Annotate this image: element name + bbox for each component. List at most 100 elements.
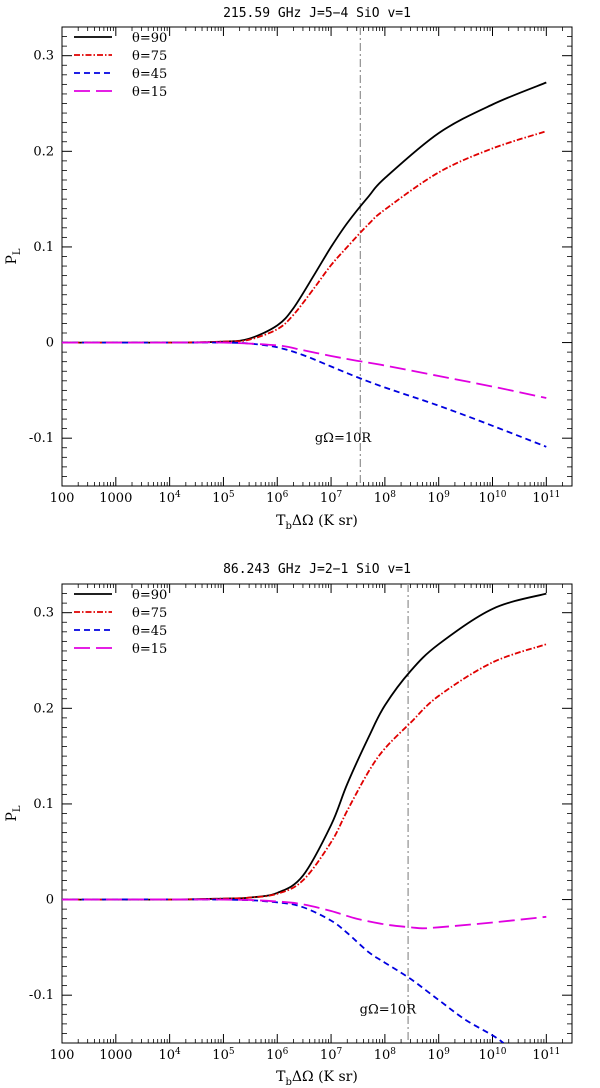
y-axis-label-main: P [4,812,20,821]
y-tick-label: 0.3 [33,49,54,64]
annotation-label: gΩ=10R [315,431,373,446]
y-tick-label: 0 [46,336,54,351]
legend-label: θ=15 [132,85,167,100]
y-axis-label: PL [4,805,23,821]
x-axis-label-rest: ΔΩ (K sr) [292,513,358,529]
x-tick-exponent: 10 [495,490,507,500]
x-tick-exponent: 7 [336,490,342,500]
x-tick-base: 10 [212,491,229,506]
x-tick-label: 1010 [479,490,507,506]
x-tick-base: 10 [266,491,283,506]
x-tick-exponent: 5 [229,1047,235,1057]
x-tick-base: 10 [374,1048,391,1063]
x-tick-exponent: 6 [283,490,289,500]
series-line-75 [62,643,547,901]
x-tick-exponent: 7 [336,1047,342,1057]
y-tick-label: 0.1 [33,797,54,812]
x-tick-label: 1011 [532,1047,560,1063]
x-tick-base: 100 [50,1048,75,1063]
y-axis-label-main: P [4,255,20,264]
x-tick-exponent: 11 [549,490,560,500]
x-tick-exponent: 8 [390,1047,396,1057]
y-tick-label: 0.2 [33,144,54,159]
x-axis-label-rest: ΔΩ (K sr) [292,1069,358,1085]
y-tick-label: 0.3 [33,606,54,621]
legend-label: θ=75 [132,606,167,621]
series-group [62,81,547,448]
series-line-45 [62,341,547,448]
x-tick-base: 10 [320,491,337,506]
legend: θ=90 θ=75 θ=45 θ=15 [74,31,167,100]
x-tick-base: 10 [374,491,391,506]
x-tick-label: 107 [320,490,343,506]
x-tick-label: 100 [50,1048,75,1063]
x-tick-exponent: 6 [283,1047,289,1057]
x-tick-label: 106 [266,1047,289,1063]
x-tick-label: 104 [158,1047,181,1063]
series-line-15 [62,898,547,930]
x-tick-base: 10 [266,1048,283,1063]
series-line-15 [62,341,547,399]
legend-label: θ=45 [132,67,167,82]
legend-label: θ=90 [132,31,167,46]
x-axis-label: TbΔΩ (K sr) [276,513,358,532]
chart-title: 86.243 GHz J=2−1 SiO v=1 [223,562,411,577]
x-tick-label: 109 [428,490,451,506]
y-tick-label: -0.1 [29,431,54,446]
y-tick-label: 0.2 [33,701,54,716]
x-axis-label: TbΔΩ (K sr) [276,1069,358,1088]
x-tick-base: 10 [428,491,445,506]
legend: θ=90 θ=75 θ=45 θ=15 [74,588,167,657]
x-tick-label: 106 [266,490,289,506]
series-group [62,592,547,1043]
y-axis-label-sub: L [12,805,23,812]
y-tick-label: 0 [46,893,54,908]
x-axis-label-main: T [276,513,286,529]
legend-label: θ=15 [132,642,167,657]
x-tick-base: 10 [428,1048,445,1063]
x-tick-base: 10 [158,1048,175,1063]
x-tick-exponent: 5 [229,490,235,500]
legend-label: θ=75 [132,49,167,64]
x-tick-label: 109 [428,1047,451,1063]
x-tick-base: 1000 [99,1048,132,1063]
x-tick-exponent: 8 [390,490,396,500]
x-axis-label-sub: b [286,1077,292,1088]
x-tick-base: 10 [479,1048,496,1063]
x-tick-base: 10 [320,1048,337,1063]
legend-label: θ=90 [132,588,167,603]
x-tick-exponent: 9 [444,1047,450,1057]
x-tick-label: 1000 [99,1048,132,1063]
x-tick-exponent: 10 [495,1047,507,1057]
annotation-label: gΩ=10R [360,1003,418,1018]
series-line-90 [62,81,547,344]
series-line-90 [62,592,547,901]
x-tick-base: 10 [532,1048,549,1063]
x-tick-label: 1000 [99,491,132,506]
x-tick-base: 10 [212,1048,229,1063]
y-tick-label: -0.1 [29,988,54,1003]
legend-label: θ=45 [132,624,167,639]
x-tick-base: 100 [50,491,75,506]
x-tick-base: 10 [158,491,175,506]
x-axis-label-main: T [276,1069,286,1085]
x-tick-label: 105 [212,490,235,506]
series-line-75 [62,130,547,344]
x-tick-base: 10 [532,491,549,506]
x-tick-label: 104 [158,490,181,506]
chart-title: 215.59 GHz J=5−4 SiO v=1 [223,6,411,21]
x-tick-label: 1010 [479,1047,507,1063]
series-line-45 [62,898,505,1043]
y-axis-label: PL [4,248,23,264]
x-tick-label: 1011 [532,490,560,506]
x-tick-base: 1000 [99,491,132,506]
x-axis-label-sub: b [286,521,292,532]
x-tick-label: 108 [374,490,397,506]
y-tick-label: 0.1 [33,240,54,255]
x-tick-label: 108 [374,1047,397,1063]
x-tick-exponent: 9 [444,490,450,500]
x-tick-label: 105 [212,1047,235,1063]
